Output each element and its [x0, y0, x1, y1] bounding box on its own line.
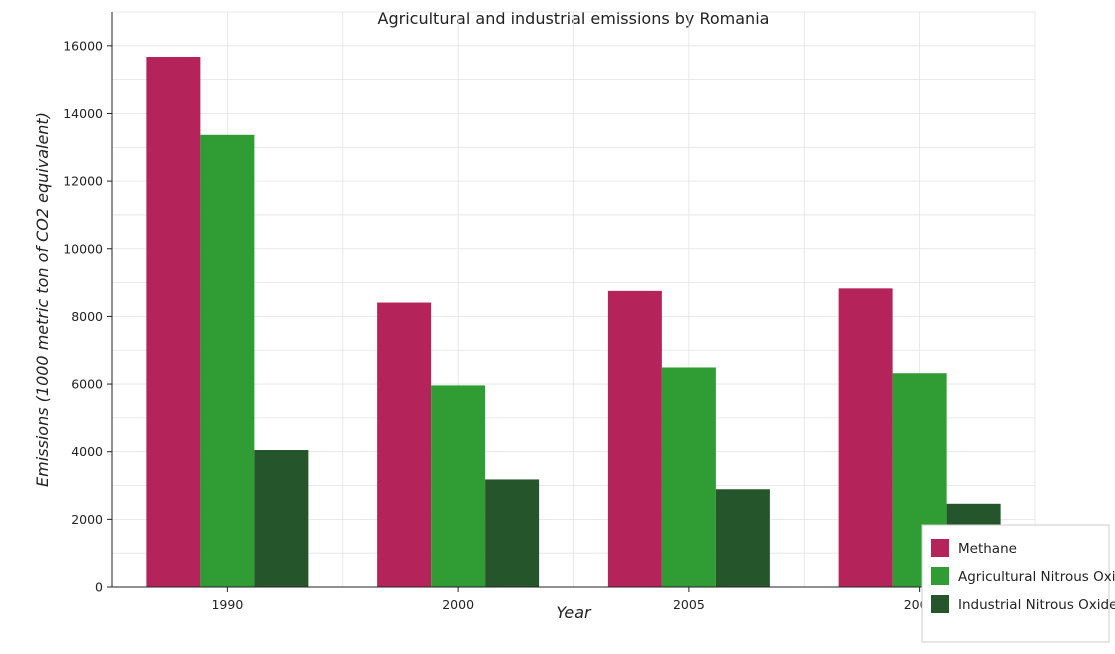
y-tick-label: 8000 — [71, 309, 103, 324]
y-tick-label: 10000 — [63, 241, 103, 256]
legend-label: Methane — [958, 541, 1017, 557]
legend-swatch — [931, 539, 949, 557]
legend-swatch — [931, 567, 949, 585]
bar-agricultural-nitrous-oxide-1990 — [200, 134, 255, 587]
bar-agricultural-nitrous-oxide-2000 — [431, 385, 486, 587]
y-tick-label: 6000 — [71, 377, 103, 392]
x-tick-label: 2005 — [673, 597, 705, 612]
bar-industrial-nitrous-oxide-2005 — [715, 489, 770, 587]
y-tick-label: 4000 — [71, 444, 103, 459]
legend-label: Industrial Nitrous Oxide — [958, 597, 1115, 613]
legend-label: Agricultural Nitrous Oxide — [958, 569, 1115, 585]
bar-methane-2008 — [838, 288, 893, 587]
bar-agricultural-nitrous-oxide-2005 — [661, 367, 716, 587]
axes: 0 2000 4000 6000 8000 10000 12000 14000 16000 199… — [63, 12, 1035, 612]
y-tick-label: 2000 — [71, 512, 103, 527]
bar-methane-2005 — [607, 290, 662, 587]
legend-swatch — [931, 595, 949, 613]
y-axis-label: Emissions (1000 metric ton of CO2 equiva… — [33, 112, 52, 487]
bar-industrial-nitrous-oxide-1990 — [254, 450, 309, 587]
legend: Methane Agricultural Nitrous Oxide Industr… — [921, 524, 1115, 643]
x-tick-label: 2000 — [442, 597, 474, 612]
bars — [146, 56, 1001, 588]
bar-methane-1990 — [146, 56, 201, 588]
x-tick-label: 1990 — [211, 597, 243, 612]
bar-industrial-nitrous-oxide-2000 — [485, 479, 540, 587]
y-tick-label: 12000 — [63, 174, 103, 189]
y-tick-label: 0 — [95, 580, 103, 595]
bar-methane-2000 — [377, 302, 432, 587]
legend-box — [921, 524, 1110, 643]
x-axis-label: Year — [556, 603, 592, 622]
y-tick-label: 14000 — [63, 106, 103, 121]
y-tick-label: 16000 — [63, 38, 103, 53]
